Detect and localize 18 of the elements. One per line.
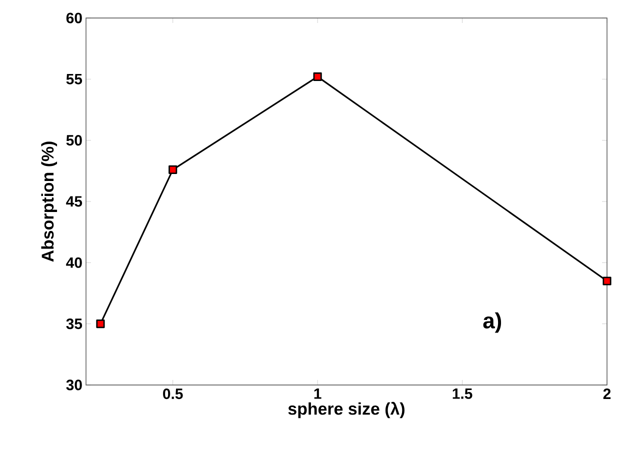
y-tick-label: 45 (66, 196, 82, 207)
y-tick-label: 35 (66, 318, 82, 330)
y-tick-label: 50 (66, 135, 82, 146)
y-tick-label: 55 (66, 74, 82, 84)
x-tick-label: 0.5 (163, 388, 183, 400)
point (168, 165, 178, 174)
x-tick-label: 1 (314, 388, 322, 399)
point (96, 320, 105, 328)
point (313, 72, 322, 81)
x-tick-label: 1.5 (452, 388, 472, 399)
y-tick-label: 60 (66, 12, 82, 24)
point (602, 276, 612, 286)
x-tick-label: 2 (603, 388, 611, 399)
y-tick-label: 30 (66, 380, 82, 390)
annotation: a) (483, 312, 502, 333)
x-axis-title: sphere size (λ) (288, 402, 404, 418)
y-tick-label: 40 (66, 257, 82, 268)
y-axis-title: Absorption (%) (41, 142, 58, 262)
